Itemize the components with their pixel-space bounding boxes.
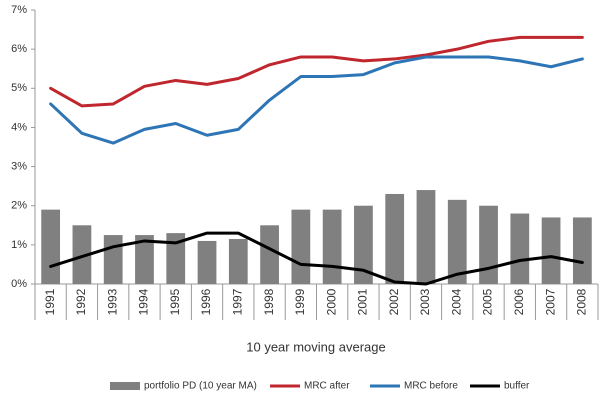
x-tick-label: 1999 — [293, 288, 307, 315]
bar — [228, 238, 248, 284]
legend-label: MRC before — [404, 381, 458, 392]
bar — [541, 217, 561, 284]
legend-label: MRC after — [304, 381, 350, 392]
bar — [197, 240, 217, 284]
legend-label: buffer — [504, 381, 530, 392]
bar — [416, 190, 436, 284]
x-tick-label: 2005 — [481, 288, 495, 315]
bar — [572, 217, 592, 284]
x-tick-label: 1994 — [137, 288, 151, 315]
bar — [166, 233, 186, 284]
x-axis-title: 10 year moving average — [246, 339, 385, 354]
x-tick-label: 2003 — [418, 288, 432, 315]
y-tick-label: 1% — [11, 239, 27, 251]
y-tick-label: 7% — [11, 4, 27, 16]
x-tick-label: 2006 — [512, 288, 526, 315]
y-tick-label: 5% — [11, 82, 27, 94]
bar — [41, 209, 61, 284]
bar — [72, 225, 92, 284]
x-tick-label: 2002 — [387, 288, 401, 315]
x-tick-label: 2001 — [356, 288, 370, 315]
y-tick-label: 0% — [11, 278, 27, 290]
bar — [479, 205, 498, 284]
bar — [135, 235, 154, 284]
bar — [447, 199, 467, 284]
line — [49, 55, 584, 145]
y-tick-label: 6% — [11, 43, 27, 55]
x-tick-label: 2008 — [575, 288, 589, 315]
y-tick-label: 3% — [11, 160, 27, 172]
bar — [385, 193, 405, 284]
x-tick-label: 1997 — [230, 288, 244, 315]
x-tick-label: 1993 — [105, 288, 119, 315]
y-tick-label: 4% — [11, 121, 27, 133]
x-tick-label: 2004 — [449, 288, 463, 315]
x-tick-label: 2007 — [543, 288, 557, 315]
line — [49, 35, 584, 108]
bar — [354, 205, 373, 284]
x-tick-label: 1992 — [74, 288, 88, 315]
y-tick-label: 2% — [11, 200, 27, 212]
line — [49, 231, 584, 286]
x-tick-label: 1996 — [199, 288, 213, 315]
bar — [291, 209, 311, 284]
bar — [322, 209, 342, 284]
bar — [103, 235, 123, 284]
x-tick-label: 1998 — [262, 288, 276, 315]
legend-label: portfolio PD (10 year MA) — [144, 381, 257, 392]
x-tick-label: 1995 — [168, 288, 182, 315]
bar — [260, 225, 279, 284]
legend-swatch — [110, 382, 140, 390]
x-tick-label: 2000 — [324, 288, 338, 315]
x-tick-label: 1991 — [43, 288, 57, 315]
bar — [510, 213, 530, 284]
